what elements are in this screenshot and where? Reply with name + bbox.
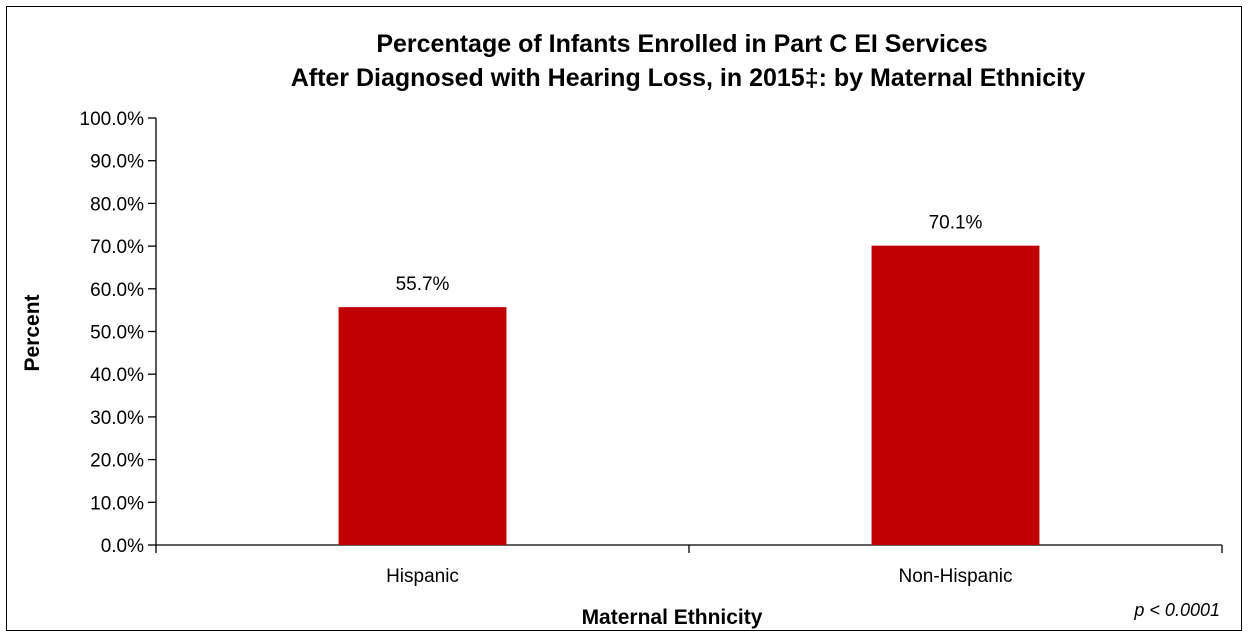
y-tick-label: 90.0% (90, 152, 144, 173)
y-tick-label: 0.0% (101, 536, 144, 557)
x-axis: Hispanic Non-Hispanic (155, 544, 1223, 587)
bars-group (338, 245, 1040, 545)
y-tick-label: 100.0% (80, 109, 145, 130)
y-axis: 0.0% 10.0% 20.0% 30.0% 40.0% 50.0% 60.0% 70.0% 8… (80, 109, 157, 557)
y-tick-label: 50.0% (90, 323, 144, 344)
bar-hispanic (338, 307, 507, 545)
y-tick-label: 40.0% (90, 365, 144, 386)
bar-value-label: 70.1% (929, 213, 983, 234)
x-tick-label: Hispanic (386, 566, 459, 587)
bar-non-hispanic (871, 245, 1040, 545)
y-tick-label: 10.0% (90, 493, 144, 514)
y-tick-label: 70.0% (90, 237, 144, 258)
bar-value-label: 55.7% (396, 274, 450, 295)
y-tick-label: 80.0% (90, 194, 144, 215)
x-tick-label: Non-Hispanic (898, 566, 1012, 587)
bar-labels-group: 55.7% 70.1% (396, 213, 983, 295)
p-value-note: p < 0.0001 (1133, 600, 1220, 620)
chart-title-line-2: After Diagnosed with Hearing Loss, in 20… (291, 64, 1086, 92)
x-axis-title: Maternal Ethnicity (582, 606, 763, 629)
chart-title-line-1: Percentage of Infants Enrolled in Part C… (376, 30, 987, 58)
y-axis-title: Percent (21, 294, 44, 371)
y-tick-label: 20.0% (90, 451, 144, 472)
y-tick-label: 30.0% (90, 408, 144, 429)
y-tick-label: 60.0% (90, 280, 144, 301)
